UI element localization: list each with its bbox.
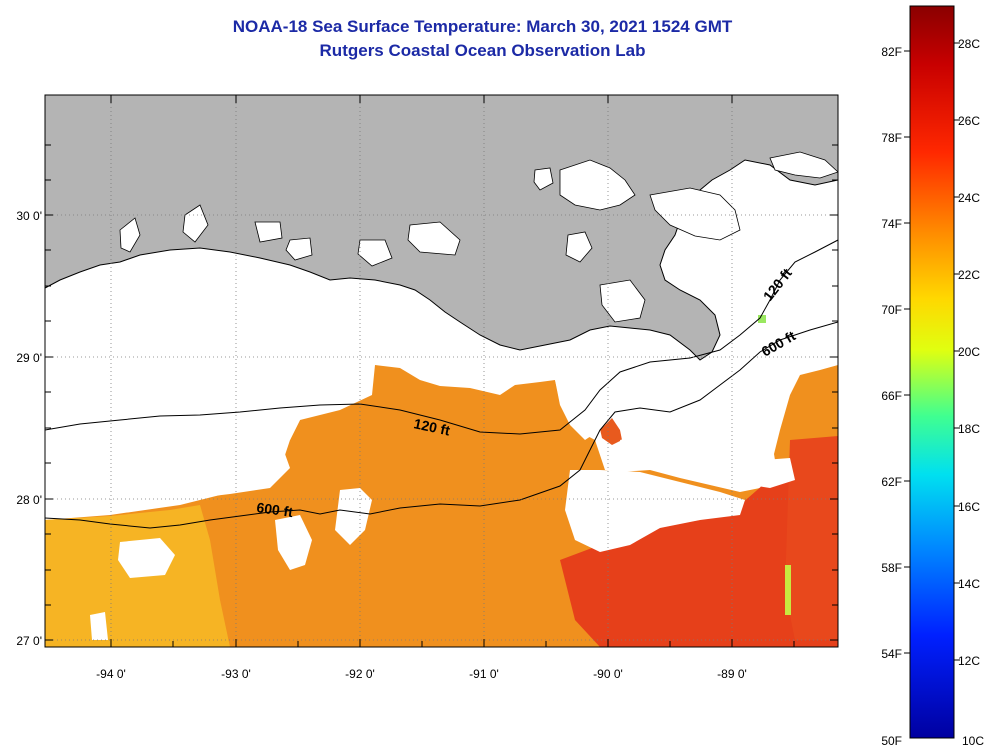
lake-9 (357, 239, 393, 267)
lon-label-91: -91 0' (469, 667, 499, 681)
cb-f-label: 70F (881, 303, 902, 317)
cb-c-label: 16C (958, 500, 980, 514)
axis-ticks (45, 95, 838, 647)
lon-label-89: -89 0' (717, 667, 747, 681)
cb-c-label: 10C (962, 734, 984, 748)
map-title: NOAA-18 Sea Surface Temperature: March 3… (232, 17, 733, 36)
cloud-gap-8 (738, 458, 795, 488)
cb-f-label: 54F (881, 647, 902, 661)
lat-label-27: 27 0' (16, 634, 42, 648)
cb-f-label: 62F (881, 475, 902, 489)
cloud-gap-1 (45, 440, 290, 515)
cb-f-label: 78F (881, 131, 902, 145)
sst-field-red-east (785, 436, 838, 640)
lake-11 (769, 151, 838, 179)
cloud-gap-4 (118, 538, 175, 578)
cloud-gap-3 (275, 515, 312, 570)
lat-label-28: 28 0' (16, 493, 42, 507)
contour-label-120ft-west: 120 ft (412, 415, 451, 438)
lake-2 (533, 167, 554, 191)
lake-6 (407, 221, 461, 256)
cloud-gap-7 (565, 470, 745, 552)
lake-4 (119, 217, 141, 253)
cb-c-label: 26C (958, 114, 980, 128)
sst-streak-cool (785, 565, 791, 615)
lake-7 (182, 204, 209, 243)
colorbar (909, 5, 955, 739)
contour-label-600ft-west: 600 ft (256, 499, 295, 520)
cb-f-label: 50F (881, 734, 902, 748)
lake-10 (254, 221, 283, 243)
map-plot-area: 120 ft 600 ft 120 ft 600 ft (45, 95, 838, 647)
lake-5 (285, 237, 313, 261)
cb-f-label: 74F (881, 217, 902, 231)
cloud-gap-9 (90, 612, 108, 640)
sst-patch-cool (758, 315, 766, 323)
cb-c-label: 20C (958, 345, 980, 359)
lon-label-93: -93 0' (221, 667, 251, 681)
cb-f-label: 58F (881, 561, 902, 575)
cb-c-label: 28C (958, 37, 980, 51)
lake-1 (559, 159, 636, 211)
lake-8 (649, 187, 741, 241)
lake-12 (599, 279, 646, 323)
cb-c-label: 14C (958, 577, 980, 591)
lake-3 (565, 231, 593, 263)
contour-120ft-line (45, 239, 838, 435)
lon-label-94: -94 0' (96, 667, 126, 681)
lon-label-90: -90 0' (593, 667, 623, 681)
graticule (45, 95, 838, 647)
cb-c-label: 24C (958, 191, 980, 205)
cloud-gap-6 (620, 425, 775, 482)
lon-label-92: -92 0' (345, 667, 375, 681)
lat-label-30: 30 0' (16, 209, 42, 223)
cb-c-label: 22C (958, 268, 980, 282)
sst-field-red (560, 450, 838, 647)
cb-c-label: 18C (958, 422, 980, 436)
colorbar-ticks (904, 42, 960, 661)
cb-f-label: 82F (881, 45, 902, 59)
cloud-gap-5 (555, 372, 615, 440)
cb-f-label: 66F (881, 389, 902, 403)
cb-c-label: 12C (958, 654, 980, 668)
map-subtitle: Rutgers Coastal Ocean Observation Lab (319, 41, 646, 60)
lat-label-29: 29 0' (16, 351, 42, 365)
contour-600ft-line (45, 321, 838, 529)
map-frame (44, 94, 839, 648)
cloud-gap-2 (335, 488, 372, 545)
